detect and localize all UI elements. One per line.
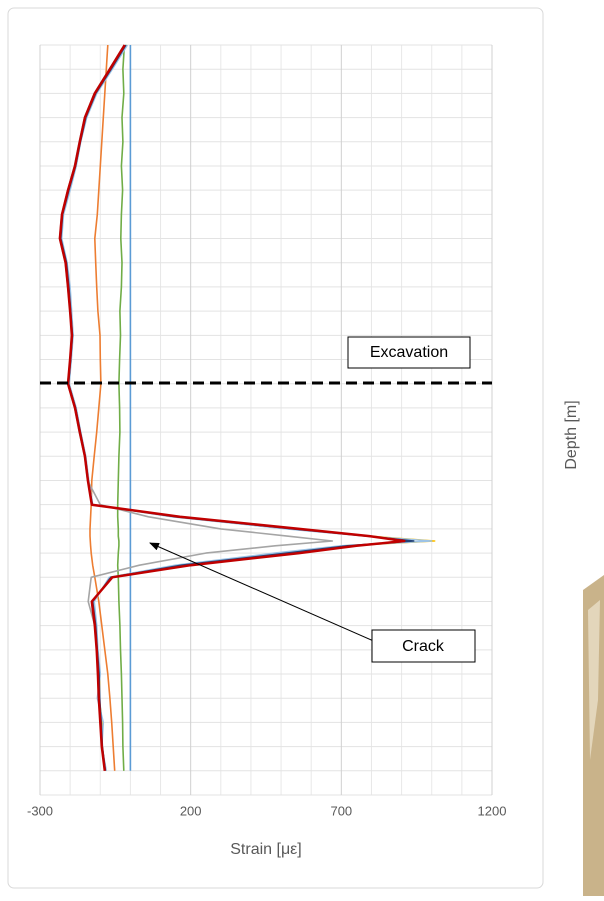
annotation-box (371, 629, 476, 663)
series-line (89, 44, 116, 771)
x-tick-label: 200 (180, 803, 202, 818)
annotation-box (347, 336, 471, 369)
x-tick-label: -300 (27, 803, 53, 818)
lines (58, 44, 436, 771)
y-axis-title: Depth [m] (563, 400, 580, 469)
annotation: Excavation (370, 344, 448, 361)
x-axis-title: Strain [με] (230, 841, 301, 858)
series-line (58, 44, 406, 771)
annotation: Crack (402, 638, 445, 655)
annotation-arrow (149, 542, 386, 647)
chart-frame (7, 7, 544, 889)
x-tick-label: 700 (330, 803, 352, 818)
x-tick-label: 1200 (478, 803, 507, 818)
photo-detail (588, 600, 600, 760)
series-line (116, 44, 126, 771)
